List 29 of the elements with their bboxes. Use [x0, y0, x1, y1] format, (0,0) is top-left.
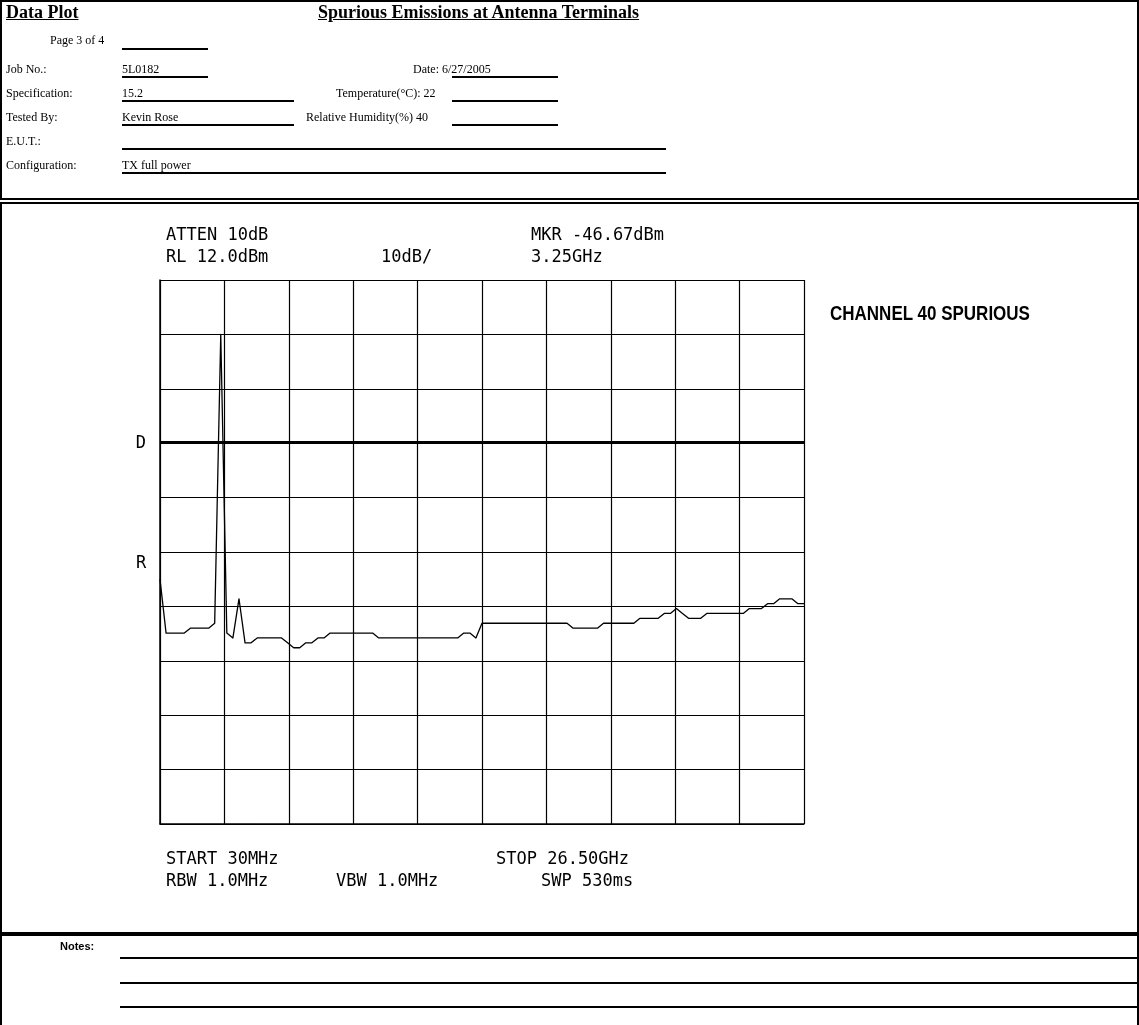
text: VBW 1.0MHz	[336, 870, 439, 890]
text: Configuration:	[6, 158, 77, 173]
text: RBW 1.0MHz	[166, 870, 269, 890]
text: 3.25GHz	[531, 246, 603, 266]
chart-title: Spurious Emissions at Antenna Terminals	[318, 2, 640, 23]
text: Date: 6/27/2005	[413, 62, 491, 77]
text: Tested By:	[6, 110, 58, 125]
text: Relative Humidity(%) 40	[306, 110, 428, 125]
text: 15.2	[122, 86, 143, 101]
text: TX full power	[122, 158, 191, 173]
text: 5L0182	[122, 62, 160, 77]
ref-line-label: D	[135, 432, 146, 453]
text: Kevin Rose	[122, 110, 179, 125]
text: 10dB/	[381, 246, 433, 266]
text: Temperature(°C): 22	[336, 86, 436, 101]
text: R	[136, 552, 147, 572]
text: Job No.:	[6, 62, 47, 77]
text: E.U.T.:	[6, 134, 41, 149]
text: ATTEN 10dB	[166, 224, 269, 244]
text: START 30MHz	[166, 848, 279, 868]
text: Notes:	[60, 940, 95, 952]
text: SWP 530ms	[541, 870, 634, 890]
text: MKR -46.67dBm	[531, 224, 665, 244]
text: STOP 26.50GHz	[496, 848, 630, 868]
text: Data Plot	[6, 2, 79, 23]
text: RL 12.0dBm	[166, 246, 269, 266]
text: Page 3 of 4	[50, 33, 105, 48]
text: CHANNEL 40 SPURIOUS	[830, 302, 1030, 325]
text: Specification:	[6, 86, 73, 101]
